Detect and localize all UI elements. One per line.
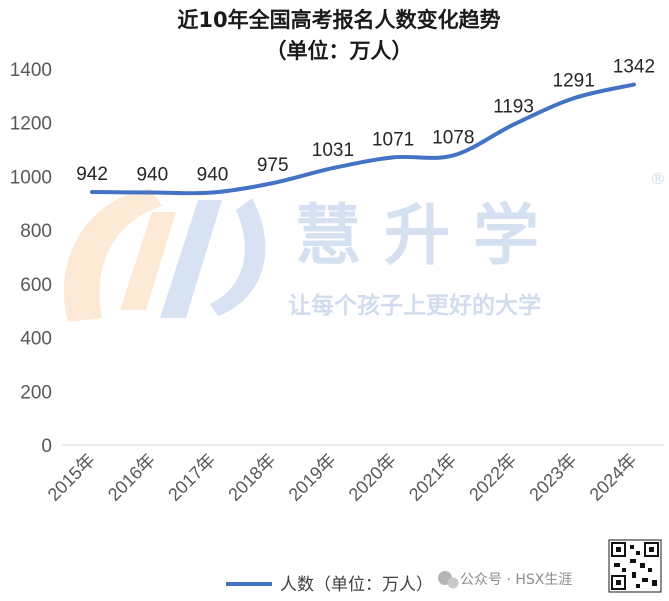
series-line	[90, 82, 636, 196]
y-tick-label: 400	[20, 329, 52, 350]
data-label: 1031	[312, 140, 354, 161]
wechat-icon	[438, 571, 459, 589]
footer: 公众号 · HSX生涯	[438, 539, 662, 593]
y-axis: 0 200 400 600 800 1000 1200 1400	[10, 60, 52, 457]
x-tick-label: 2015年	[44, 450, 99, 505]
data-label: 1342	[613, 57, 655, 78]
data-label: 940	[197, 165, 229, 186]
x-tick-label: 2020年	[345, 450, 400, 505]
watermark-logo-icon	[63, 188, 266, 322]
data-label: 1291	[553, 70, 595, 91]
y-tick-label: 1400	[10, 60, 52, 81]
watermark-registered: ®	[650, 169, 666, 188]
y-tick-label: 600	[20, 275, 52, 296]
chart-title: 近10年全国高考报名人数变化趋势	[177, 8, 500, 32]
x-tick-label: 2021年	[405, 450, 460, 505]
x-tick-label: 2016年	[104, 450, 159, 505]
x-tick-label: 2024年	[586, 450, 641, 505]
x-tick-label: 2022年	[465, 450, 520, 505]
y-tick-label: 1200	[10, 114, 52, 135]
watermark-slogan: 让每个孩子上更好的大学	[288, 292, 541, 319]
watermark: 慧 升 学 让每个孩子上更好的大学 ®	[63, 169, 666, 322]
x-tick-label: 2018年	[224, 450, 279, 505]
x-tick-label: 2023年	[525, 450, 580, 505]
data-label: 975	[257, 155, 289, 176]
data-label: 1193	[493, 97, 534, 118]
data-label: 940	[136, 165, 168, 186]
watermark-brand: 慧 升 学	[295, 197, 539, 274]
x-tick-label: 2019年	[285, 450, 340, 505]
data-label: 942	[76, 164, 108, 185]
legend-label: 人数（单位：万人）	[280, 575, 433, 595]
legend: 人数（单位：万人）	[226, 575, 433, 595]
data-labels: 942 940 940 975 1031 1071 1078 1193 1291 1342	[76, 57, 655, 186]
y-tick-label: 200	[20, 382, 52, 403]
footer-text: 公众号 · HSX生涯	[460, 572, 572, 588]
data-label: 1071	[372, 129, 414, 150]
x-tick-label: 2017年	[164, 450, 219, 505]
y-tick-label: 800	[20, 221, 52, 242]
qr-code-icon	[608, 539, 662, 593]
chart-subtitle: （单位：万人）	[266, 39, 413, 63]
data-label: 1078	[432, 127, 474, 148]
y-tick-label: 1000	[10, 167, 52, 188]
y-tick-label: 0	[41, 436, 52, 457]
x-axis: 2015年 2016年 2017年 2018年 2019年 2020年 2021年 2022年…	[44, 450, 641, 505]
